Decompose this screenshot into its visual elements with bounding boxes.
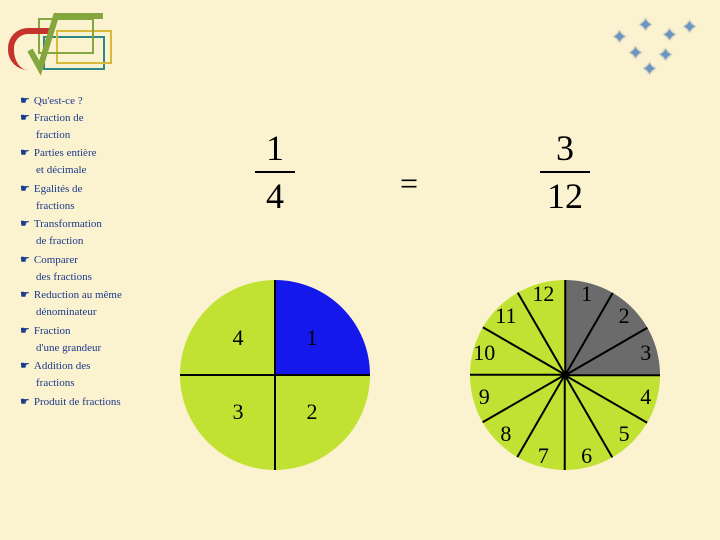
sidebar-item-1[interactable]: ☛ Fraction de bbox=[20, 112, 165, 126]
star-icon: ✦ bbox=[638, 15, 653, 36]
sidebar-item-4[interactable]: ☛ Transformation bbox=[20, 218, 165, 232]
slice-label: 2 bbox=[612, 304, 636, 328]
hand-icon: ☛ bbox=[20, 112, 30, 124]
pie-divider bbox=[180, 374, 275, 376]
slice-label: 1 bbox=[300, 326, 324, 350]
hand-icon: ☛ bbox=[20, 218, 30, 230]
sidebar-item-sub: fraction bbox=[36, 129, 165, 143]
sidebar-item-sub: fractions bbox=[36, 200, 165, 214]
sidebar-item-label: Produit de fractions bbox=[34, 396, 121, 408]
sidebar-item-sub: fractions bbox=[36, 377, 165, 391]
slice-label: 11 bbox=[494, 304, 518, 328]
sidebar-item-label: Addition des bbox=[34, 360, 91, 372]
star-icon: ✦ bbox=[628, 43, 643, 64]
sidebar-item-8[interactable]: ☛ Addition des bbox=[20, 360, 165, 374]
slice-label: 5 bbox=[612, 422, 636, 446]
sidebar-item-sub: et décimale bbox=[36, 164, 165, 178]
slice-label: 9 bbox=[472, 385, 496, 409]
pie-divider bbox=[274, 375, 276, 470]
pie-divider bbox=[274, 280, 276, 375]
math-logo bbox=[8, 8, 108, 78]
fraction-right-numerator: 3 bbox=[530, 130, 600, 166]
main-content: 1 4 = 3 12 1234 123456789101112 bbox=[175, 95, 705, 525]
slice-label: 1 bbox=[575, 282, 599, 306]
pie-chart-quarters: 1 2 3 4 bbox=[180, 280, 370, 470]
sidebar-item-9[interactable]: ☛ Produit de fractions bbox=[20, 396, 165, 410]
slice-label: 7 bbox=[531, 444, 555, 468]
hand-icon: ☛ bbox=[20, 183, 30, 195]
sidebar-item-label: Transformation bbox=[34, 218, 102, 230]
sidebar-item-sub: de fraction bbox=[36, 235, 165, 249]
pie-divider bbox=[470, 374, 565, 376]
sidebar-nav: ☛ Qu'est-ce ? ☛ Fraction de fraction ☛ Parties… bbox=[20, 95, 165, 413]
fraction-left-numerator: 1 bbox=[245, 130, 305, 166]
star-icon: ✦ bbox=[658, 45, 673, 66]
sidebar-item-sub: d'une grandeur bbox=[36, 342, 165, 356]
star-icon: ✦ bbox=[612, 27, 627, 48]
fraction-left: 1 4 bbox=[245, 130, 305, 214]
slice-label: 8 bbox=[494, 422, 518, 446]
pie-chart-twelfths: 123456789101112 bbox=[470, 280, 660, 470]
sidebar-item-2[interactable]: ☛ Parties entière bbox=[20, 147, 165, 161]
fraction-left-denominator: 4 bbox=[245, 178, 305, 214]
star-icon: ✦ bbox=[662, 25, 677, 46]
hand-icon: ☛ bbox=[20, 254, 30, 266]
slice-label: 3 bbox=[226, 400, 250, 424]
fraction-bar bbox=[540, 171, 590, 173]
slice-label: 12 bbox=[531, 282, 555, 306]
hand-icon: ☛ bbox=[20, 396, 30, 408]
sidebar-item-label: Comparer bbox=[34, 254, 78, 266]
hand-icon: ☛ bbox=[20, 289, 30, 301]
sidebar-item-label: Fraction bbox=[34, 325, 71, 337]
star-icon: ✦ bbox=[642, 59, 657, 80]
slice-label: 6 bbox=[575, 444, 599, 468]
sidebar-item-label: Parties entière bbox=[34, 147, 97, 159]
slice-label: 4 bbox=[634, 385, 658, 409]
slice-label: 2 bbox=[300, 400, 324, 424]
hand-icon: ☛ bbox=[20, 325, 30, 337]
sidebar-item-label: Reduction au même bbox=[34, 289, 122, 301]
sidebar-item-label: Egalités de bbox=[34, 183, 83, 195]
slice-label: 10 bbox=[472, 341, 496, 365]
hand-icon: ☛ bbox=[20, 147, 30, 159]
sidebar-item-0[interactable]: ☛ Qu'est-ce ? bbox=[20, 95, 165, 109]
slice-label: 3 bbox=[634, 341, 658, 365]
sidebar-item-5[interactable]: ☛ Comparer bbox=[20, 254, 165, 268]
fraction-right-denominator: 12 bbox=[530, 178, 600, 214]
sidebar-item-sub: des fractions bbox=[36, 271, 165, 285]
pie-disc: 123456789101112 bbox=[470, 280, 660, 470]
hand-icon: ☛ bbox=[20, 360, 30, 372]
equals-sign: = bbox=[400, 165, 418, 202]
sidebar-item-label: Qu'est-ce ? bbox=[34, 95, 83, 107]
slice-label: 4 bbox=[226, 326, 250, 350]
fraction-bar bbox=[255, 171, 295, 173]
hand-icon: ☛ bbox=[20, 95, 30, 107]
sidebar-item-6[interactable]: ☛ Reduction au même bbox=[20, 289, 165, 303]
fraction-right: 3 12 bbox=[530, 130, 600, 214]
pie-divider bbox=[564, 280, 566, 375]
pie-divider bbox=[275, 374, 370, 376]
sidebar-item-label: Fraction de bbox=[34, 112, 84, 124]
star-icon: ✦ bbox=[682, 17, 697, 38]
sidebar-item-3[interactable]: ☛ Egalités de bbox=[20, 183, 165, 197]
pie-divider bbox=[564, 375, 566, 470]
sidebar-item-sub: dénominateur bbox=[36, 306, 165, 320]
pie-disc: 1 2 3 4 bbox=[180, 280, 370, 470]
stars-decoration: ✦ ✦ ✦ ✦ ✦ ✦ ✦ bbox=[610, 15, 700, 85]
sidebar-item-7[interactable]: ☛ Fraction bbox=[20, 325, 165, 339]
pie-divider bbox=[565, 374, 660, 376]
